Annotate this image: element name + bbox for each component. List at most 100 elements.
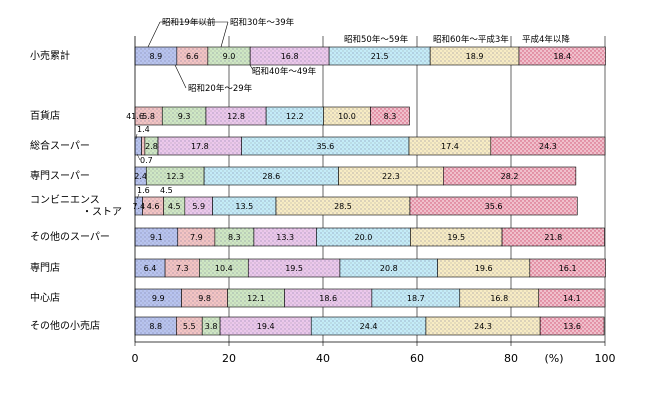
bar-value-label: 24.3: [474, 322, 492, 331]
bar-value-label: 19.5: [285, 264, 303, 273]
bar-segment: [409, 196, 578, 216]
bar-value-label: 16.8: [281, 52, 299, 61]
bar-value-label: 8.8: [149, 322, 162, 331]
bar-value-label: 28.5: [334, 202, 352, 211]
category-label: その他の小売店: [30, 319, 100, 332]
x-tick-label: 20: [222, 352, 236, 365]
bar-value-label: 17.8: [191, 142, 209, 151]
bar-value-label: 19.6: [475, 264, 493, 273]
bar-value-label: 28.2: [501, 172, 519, 181]
bar-value-label: 9.9: [152, 294, 165, 303]
bar-value-label: 7.3: [176, 264, 189, 273]
bar-value-label: 19.5: [447, 233, 465, 242]
category-label: 小売累計: [30, 49, 70, 62]
bar-value-label: 2.4: [134, 172, 147, 181]
bar-value-label: 4.5: [168, 202, 181, 211]
era-label: 昭和60年～平成3年: [433, 34, 509, 45]
leader-line: [136, 193, 140, 200]
bar-value-label: 8.3: [228, 233, 241, 242]
bar-value-label: 10.4: [215, 264, 233, 273]
bar-segment: [490, 136, 606, 156]
bar-value-label: 7.4: [132, 202, 145, 211]
x-axis: 0 20 40 60 80 100 (%): [132, 36, 616, 365]
category-label: 中心店: [30, 291, 60, 304]
bar-value-label: 9.3: [178, 112, 191, 121]
bar-value-label: 18.6: [319, 294, 337, 303]
era-label: 昭和50年～59年: [344, 34, 409, 45]
era-leader-line: [147, 21, 161, 48]
era-leader-line: [249, 64, 254, 71]
bar-value-label: 18.4: [553, 52, 571, 61]
bar-value-label: 16.8: [490, 294, 508, 303]
era-label: 昭和20年～29年: [188, 83, 253, 94]
era-label: 平成4年以降: [522, 34, 570, 45]
bar-value-label: 13.3: [276, 233, 294, 242]
leader-line: [135, 133, 138, 140]
bar-value-label: 9.8: [198, 294, 211, 303]
bar-segment: [443, 166, 577, 186]
category-label: 百貨店: [30, 109, 60, 122]
bar-value-label: 18.7: [407, 294, 425, 303]
category-label: 総合スーパー: [30, 139, 90, 152]
bar-value-label: 20.8: [380, 264, 398, 273]
bar-value-label: 24.4: [360, 322, 378, 331]
category-label: 専門店: [30, 261, 60, 274]
bar-value-label: 22.3: [382, 172, 400, 181]
era-leader-line: [220, 21, 229, 48]
era-label: 昭和19年以前: [162, 17, 216, 28]
side-value-label: 0.7: [140, 156, 153, 165]
bar-segment: [134, 136, 142, 156]
bar-segment: [501, 227, 605, 247]
bar-value-label: 8.3: [384, 112, 397, 121]
bar-value-label: 19.4: [257, 322, 275, 331]
bar-value-label: 20.0: [355, 233, 373, 242]
category-label: コンビニエンス: [30, 194, 100, 206]
bar-value-label: 9.0: [223, 52, 236, 61]
era-label: 昭和30年～39年: [230, 17, 295, 28]
bar-segment: [529, 258, 606, 278]
bar-value-label: 8.9: [150, 52, 163, 61]
bar-segment: [518, 46, 606, 66]
bar-segment: [539, 316, 605, 336]
bar-segment: [538, 288, 606, 308]
era-label: 昭和40年～49年: [252, 66, 317, 77]
bar-value-label: 13.6: [563, 322, 581, 331]
bar-value-label: 16.1: [559, 264, 577, 273]
x-tick-label: 0: [132, 352, 139, 365]
bar-value-label: 14.1: [563, 294, 581, 303]
x-tick-label: 80: [504, 352, 518, 365]
bar-value-label: 21.5: [371, 52, 389, 61]
bar-value-label: 5.9: [192, 202, 205, 211]
bar-value-label: 5.8: [142, 112, 155, 121]
bar-value-label: 4.6: [147, 202, 160, 211]
bar-value-label: 12.8: [227, 112, 245, 121]
category-label: 専門スーパー: [30, 170, 90, 182]
category-label: ・ストア: [82, 207, 122, 218]
bar-value-label: 13.5: [235, 202, 253, 211]
bar-value-label: 7.9: [190, 233, 203, 242]
bar-value-label: 2.8: [145, 142, 158, 151]
leader-line: [136, 153, 141, 161]
x-tick-label: 100: [595, 352, 616, 365]
bar-value-label: 35.6: [316, 142, 334, 151]
bar-segment: [370, 106, 410, 126]
bar-value-label: 12.3: [166, 172, 184, 181]
bar-value-label: 21.8: [544, 233, 562, 242]
side-value-label: 4.5: [160, 186, 173, 195]
bar-value-label: 12.2: [286, 112, 304, 121]
bar-value-label: 6.4: [144, 264, 157, 273]
side-value-label: 1.4: [137, 125, 150, 134]
x-tick-label: 60: [410, 352, 424, 365]
side-value-label: 1.6: [137, 186, 150, 195]
bar-value-label: 3.8: [205, 322, 218, 331]
bar-value-label: 18.9: [466, 52, 484, 61]
category-label: その他のスーパー: [30, 230, 110, 243]
bar-value-label: 12.1: [247, 294, 265, 303]
x-tick-label: 40: [316, 352, 330, 365]
bar-value-label: 5.5: [183, 322, 196, 331]
bars-layer: [134, 46, 606, 336]
bar-value-label: 35.6: [485, 202, 503, 211]
bar-value-label: 17.4: [441, 142, 459, 151]
